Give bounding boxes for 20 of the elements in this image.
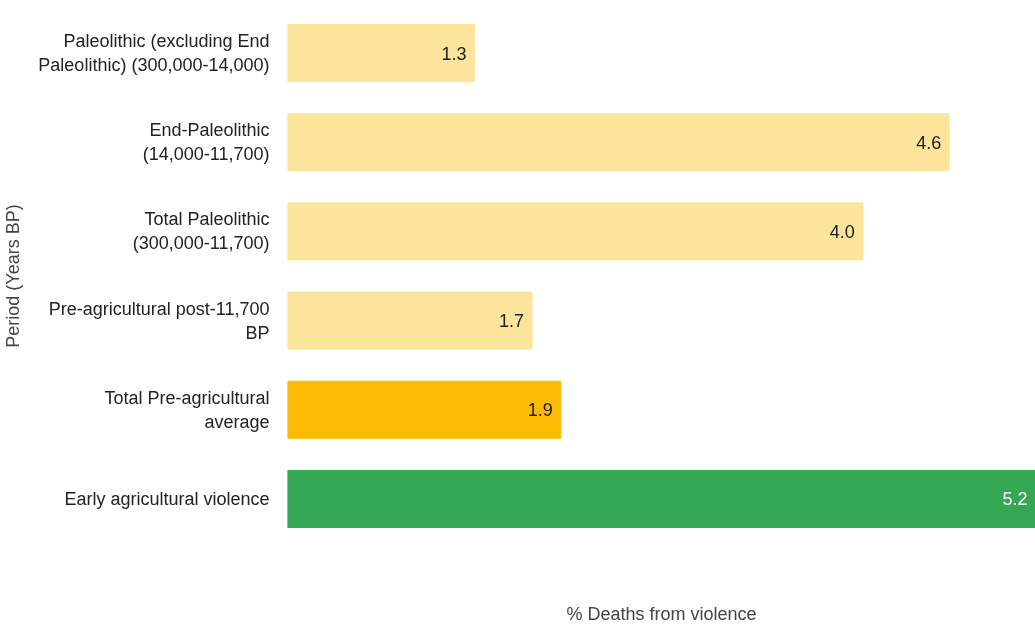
bar	[287, 24, 475, 83]
y-tick-label: Total Pre-agricultural average	[104, 387, 270, 432]
bar	[287, 202, 864, 261]
data-label: 5.2	[1002, 489, 1028, 510]
data-label: 1.3	[441, 43, 467, 64]
x-axis-title: % Deaths from violence	[566, 603, 757, 624]
bar	[287, 469, 1035, 528]
y-tick-label: Pre-agricultural post-11,700 BP	[48, 298, 270, 343]
y-tick-label: Total Paleolithic (300,000-11,700)	[132, 209, 270, 254]
data-label: 1.7	[499, 311, 525, 332]
y-tick-label: End-Paleolithic (14,000-11,700)	[142, 120, 270, 165]
bar	[287, 291, 533, 350]
y-tick-label: Early agricultural violence	[64, 488, 270, 509]
y-tick-label: Paleolithic (excluding End Paleolithic) (300,000-14,000)	[38, 31, 270, 76]
y-axis-title: Period (Years BP)	[3, 204, 24, 348]
bar	[287, 380, 562, 439]
data-label: 1.9	[527, 400, 553, 421]
data-label: 4.0	[829, 221, 855, 242]
data-label: 4.6	[916, 132, 942, 153]
bar	[287, 113, 950, 172]
